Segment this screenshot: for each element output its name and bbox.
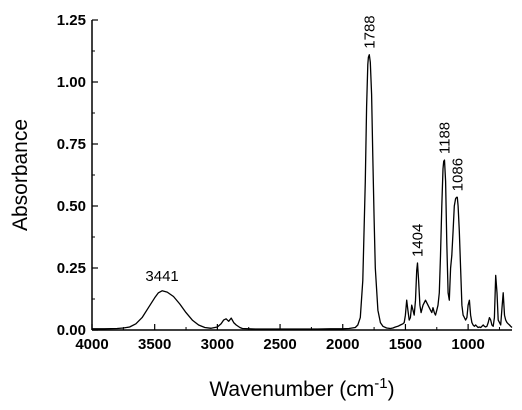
spectrum-line (92, 54, 513, 330)
x-axis-title-superscript: -1 (374, 375, 387, 392)
y-tick-label: 0.00 (57, 322, 86, 339)
x-tick-label: 3000 (201, 336, 234, 353)
peak-annotations: 3441 1788 1404 1188 1086 (145, 15, 466, 284)
x-axis-ticks: 4000 3500 3000 2500 2000 1500 1000 (75, 324, 500, 353)
y-tick-label: 0.25 (57, 260, 86, 277)
peak-label: 1188 (437, 122, 454, 154)
x-tick-label: 1000 (451, 336, 484, 353)
peak-label: 3441 (145, 268, 178, 285)
y-tick-label: 0.75 (57, 136, 86, 153)
x-tick-label: 2000 (326, 336, 359, 353)
peak-label: 1404 (409, 224, 426, 257)
y-axis-title: Absorbance (9, 119, 32, 231)
y-tick-label: 1.25 (57, 12, 86, 29)
peak-label: 1086 (449, 158, 466, 191)
x-tick-label: 4000 (75, 336, 108, 353)
x-tick-label: 3500 (138, 336, 171, 353)
peak-label: 1788 (361, 15, 378, 48)
y-tick-label: 1.00 (57, 74, 86, 91)
x-tick-label: 1500 (389, 336, 422, 353)
y-axis-ticks: 0.00 0.25 0.50 0.75 1.00 1.25 (57, 12, 98, 339)
y-tick-label: 0.50 (57, 198, 86, 215)
x-axis-title: Wavenumber (cm-1) (209, 375, 394, 401)
x-tick-label: 2500 (263, 336, 296, 353)
